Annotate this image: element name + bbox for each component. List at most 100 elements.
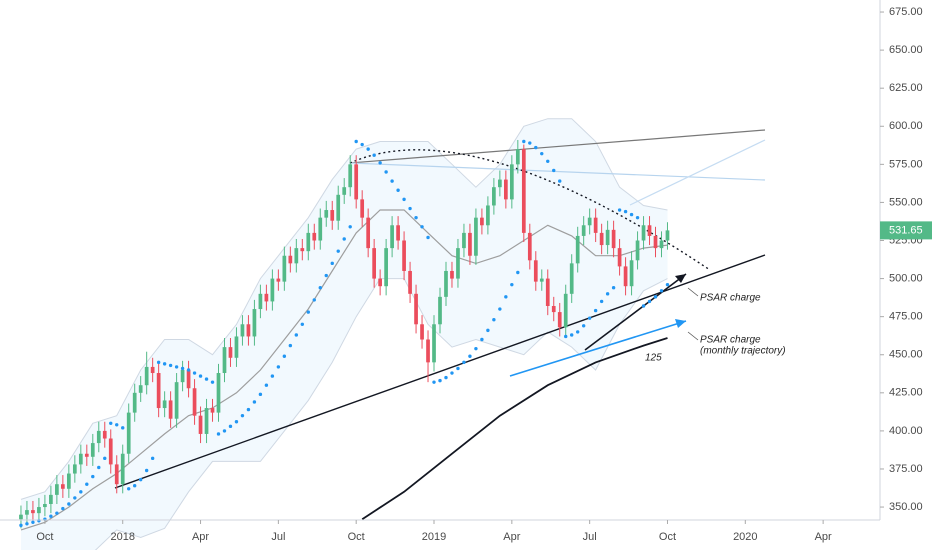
psar-dot	[402, 197, 406, 202]
psar-dot	[605, 292, 610, 296]
candle-body	[330, 210, 335, 221]
candle-body	[234, 336, 239, 358]
candle-body	[372, 248, 377, 279]
psar-dot	[204, 377, 209, 381]
candle-body	[527, 232, 532, 261]
x-tick-label: Jul	[271, 531, 285, 543]
psar-dot	[504, 295, 508, 299]
y-tick-label: 600.00	[889, 120, 923, 132]
trend-line	[629, 139, 766, 206]
trend-line	[349, 162, 766, 181]
candle-body	[647, 225, 652, 236]
candle-body	[378, 278, 382, 287]
psar-dot	[336, 249, 340, 253]
psar-dot	[264, 383, 269, 387]
candle-body	[557, 312, 562, 328]
candle-body	[102, 430, 107, 439]
x-tick-label: Oct	[36, 531, 53, 543]
candle-body	[324, 210, 329, 218]
indicator-layer	[20, 118, 668, 550]
candle-body	[174, 382, 179, 419]
psar-dot	[252, 400, 257, 404]
candle-body	[300, 248, 305, 252]
psar-dot	[150, 456, 155, 461]
candle-body	[306, 232, 311, 252]
x-tick-label: Apr	[503, 531, 520, 543]
psar-dot	[444, 375, 448, 380]
psar-dot	[144, 468, 149, 473]
callout	[687, 331, 699, 341]
candle-body	[228, 347, 233, 358]
candle-body	[480, 217, 484, 226]
psar-dot	[641, 304, 646, 308]
candle-body	[390, 225, 394, 249]
drawings: PSAR charge PSAR charge (monthly traject…	[114, 129, 786, 489]
candle-body	[498, 179, 502, 188]
psar-dot	[132, 484, 137, 488]
candle-body	[605, 229, 610, 246]
psar-dot	[312, 298, 316, 302]
candle-body	[66, 473, 71, 489]
candle-body	[90, 443, 95, 457]
arc-line	[349, 149, 711, 271]
psar-dot	[270, 374, 275, 378]
psar-dot	[629, 212, 634, 217]
candle-body	[78, 453, 83, 465]
psar-dot	[581, 324, 586, 328]
candle-body	[611, 229, 616, 249]
band-upper	[20, 118, 668, 500]
candle-body	[593, 217, 598, 233]
candle-body	[509, 164, 514, 200]
candle-body	[348, 164, 353, 188]
psar-dot	[492, 318, 496, 322]
psar-dot	[318, 286, 322, 290]
psar-dot	[156, 360, 161, 365]
candle-body	[72, 464, 77, 474]
y-tick-label: 375.00	[889, 463, 923, 475]
candle-body	[342, 187, 347, 195]
x-tick-label: Apr	[192, 531, 209, 543]
candle-body	[180, 369, 185, 383]
candle-body	[240, 324, 245, 337]
psar-dot	[216, 432, 221, 436]
psar-dot	[25, 522, 29, 526]
psar-dot	[234, 420, 239, 424]
psar-dot	[85, 482, 89, 486]
candle-body	[204, 408, 209, 434]
candle-body	[623, 266, 628, 287]
band-middle	[20, 209, 668, 531]
x-tick-label: Oct	[348, 531, 365, 543]
candle-body	[360, 199, 365, 218]
psar-dot	[599, 299, 604, 304]
candle-body	[468, 232, 472, 256]
candle-body	[150, 366, 155, 374]
psar-dot	[228, 424, 233, 429]
candle-body	[25, 510, 29, 515]
candle-body	[659, 240, 664, 249]
candle-body	[312, 232, 317, 241]
annotation: (monthly trajectory)	[700, 346, 786, 357]
psar-dot	[522, 139, 526, 144]
candle-body	[210, 408, 215, 413]
candle-body	[462, 232, 466, 249]
candle-body	[192, 388, 197, 416]
psar-dot	[192, 371, 197, 375]
psar-dot	[186, 368, 191, 372]
candle-body	[474, 217, 478, 256]
candle-body	[276, 278, 281, 282]
candle-body	[492, 187, 496, 206]
candle-body	[366, 217, 371, 249]
candle-body	[587, 217, 592, 226]
psar-dot	[282, 354, 287, 358]
axes: 350.00 375.00 400.00 425.00 450.00 475.00 500.…	[36, 6, 932, 543]
candle-body	[575, 235, 580, 264]
candle-body	[186, 369, 191, 389]
psar-dot	[534, 145, 538, 150]
candle-body	[432, 324, 436, 363]
psar-dot	[653, 295, 658, 299]
candle-body	[503, 179, 508, 200]
psar-dot	[121, 426, 125, 430]
psar-dot	[180, 366, 185, 371]
psar-dot	[498, 307, 502, 311]
